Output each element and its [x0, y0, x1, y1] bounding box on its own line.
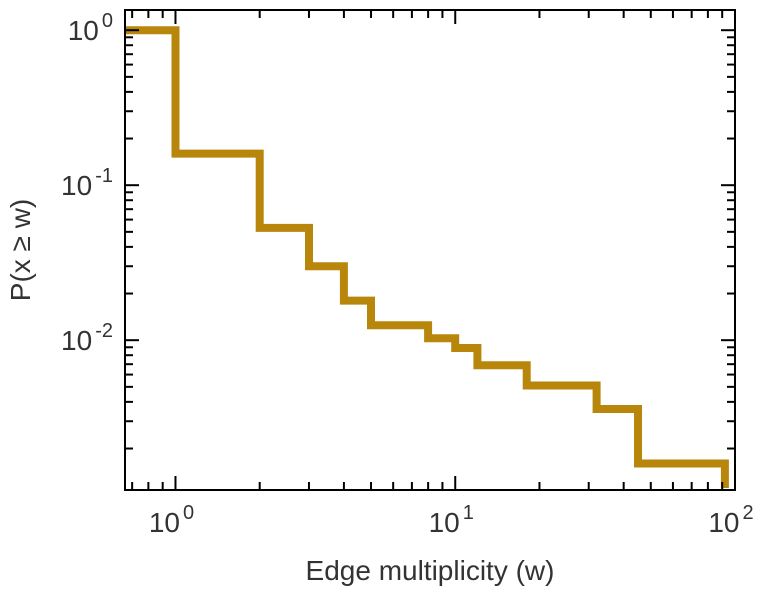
y-tick-label: 10 0 [68, 10, 113, 46]
ccdf-step-curve [125, 26, 729, 488]
plot-area: 10 0 10 1 10 2 10 0 10 -1 10 -2 [61, 9, 754, 538]
x-tick-label: 10 2 [708, 502, 753, 538]
x-tick-label: 10 0 [149, 502, 194, 538]
axis-ticks [125, 10, 736, 490]
y-tick-label: 10 -2 [61, 320, 113, 356]
y-axis-label: P(x ≥ w) [5, 199, 36, 301]
plot-frame [124, 9, 736, 491]
x-axis-label: Edge multiplicity (w) [306, 555, 555, 586]
y-tick-label: 10 -1 [61, 165, 113, 201]
x-tick-label: 10 1 [429, 502, 474, 538]
